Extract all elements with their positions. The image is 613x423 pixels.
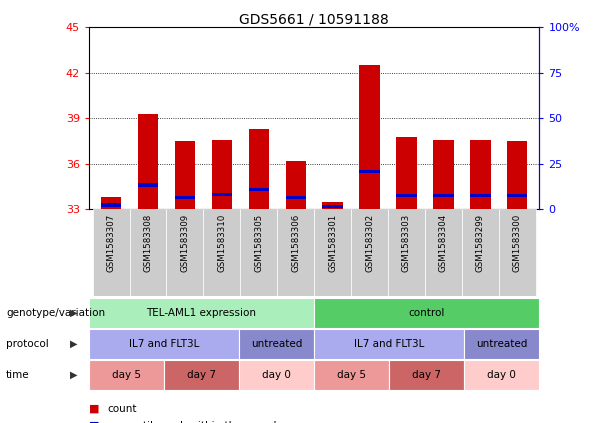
Bar — [277, 209, 314, 296]
Text: ▶: ▶ — [70, 370, 77, 380]
Bar — [322, 202, 343, 209]
Text: day 7: day 7 — [187, 370, 216, 380]
Text: ▶: ▶ — [70, 339, 77, 349]
Bar — [240, 209, 277, 296]
Text: genotype/variation: genotype/variation — [6, 308, 105, 318]
Bar — [507, 141, 527, 209]
Bar — [314, 329, 465, 359]
Bar — [322, 205, 343, 208]
Text: day 5: day 5 — [337, 370, 366, 380]
Text: GSM1583307: GSM1583307 — [107, 214, 115, 272]
Bar — [433, 140, 454, 209]
Bar — [89, 329, 239, 359]
Bar — [101, 197, 121, 209]
Bar — [314, 360, 389, 390]
Text: IL7 and FLT3L: IL7 and FLT3L — [129, 339, 199, 349]
Bar — [462, 209, 499, 296]
Bar — [239, 360, 314, 390]
Bar — [89, 360, 164, 390]
Bar — [101, 203, 121, 206]
Bar — [211, 192, 232, 196]
Bar — [397, 137, 417, 209]
Text: GSM1583302: GSM1583302 — [365, 214, 374, 272]
Text: IL7 and FLT3L: IL7 and FLT3L — [354, 339, 424, 349]
Text: ■: ■ — [89, 420, 99, 423]
Bar — [359, 66, 379, 209]
Bar — [465, 360, 539, 390]
Text: TEL-AML1 expression: TEL-AML1 expression — [147, 308, 256, 318]
Bar — [389, 360, 465, 390]
Text: untreated: untreated — [251, 339, 302, 349]
Bar — [164, 360, 239, 390]
Bar — [465, 329, 539, 359]
Text: GSM1583308: GSM1583308 — [143, 214, 153, 272]
Bar — [359, 170, 379, 173]
Text: ■: ■ — [89, 404, 99, 414]
Text: GSM1583300: GSM1583300 — [513, 214, 522, 272]
Bar — [211, 140, 232, 209]
Bar — [388, 209, 425, 296]
Bar — [286, 195, 306, 199]
Text: GSM1583305: GSM1583305 — [254, 214, 263, 272]
Bar — [138, 114, 158, 209]
Bar — [507, 194, 527, 198]
Bar — [167, 209, 204, 296]
Text: GSM1583309: GSM1583309 — [180, 214, 189, 272]
Text: percentile rank within the sample: percentile rank within the sample — [107, 420, 283, 423]
Bar — [89, 298, 314, 328]
Bar — [175, 141, 195, 209]
Text: GDS5661 / 10591188: GDS5661 / 10591188 — [239, 13, 389, 27]
Bar — [314, 209, 351, 296]
Bar — [433, 194, 454, 198]
Bar — [93, 209, 129, 296]
Bar — [351, 209, 388, 296]
Text: GSM1583299: GSM1583299 — [476, 214, 485, 272]
Bar — [314, 298, 539, 328]
Bar — [239, 329, 314, 359]
Text: count: count — [107, 404, 137, 414]
Bar — [249, 188, 269, 191]
Bar — [397, 194, 417, 198]
Bar — [470, 140, 490, 209]
Text: protocol: protocol — [6, 339, 49, 349]
Text: control: control — [409, 308, 445, 318]
Text: day 7: day 7 — [413, 370, 441, 380]
Text: day 0: day 0 — [487, 370, 516, 380]
Text: GSM1583303: GSM1583303 — [402, 214, 411, 272]
Text: time: time — [6, 370, 30, 380]
Text: GSM1583301: GSM1583301 — [328, 214, 337, 272]
Text: GSM1583310: GSM1583310 — [218, 214, 226, 272]
Bar — [286, 161, 306, 209]
Bar — [129, 209, 167, 296]
Bar — [204, 209, 240, 296]
Text: ▶: ▶ — [70, 308, 77, 318]
Text: untreated: untreated — [476, 339, 528, 349]
Text: GSM1583306: GSM1583306 — [291, 214, 300, 272]
Bar — [425, 209, 462, 296]
Bar — [470, 194, 490, 198]
Text: day 5: day 5 — [112, 370, 141, 380]
Text: day 0: day 0 — [262, 370, 291, 380]
Text: GSM1583304: GSM1583304 — [439, 214, 448, 272]
Bar — [499, 209, 536, 296]
Bar — [175, 195, 195, 199]
Bar — [138, 184, 158, 187]
Bar — [249, 129, 269, 209]
